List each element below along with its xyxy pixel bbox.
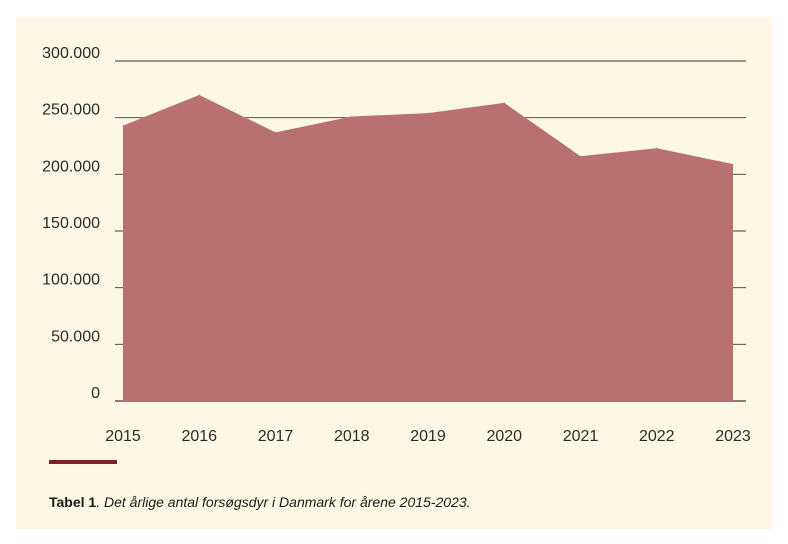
y-tick-label: 250.000 — [42, 102, 100, 119]
data-point — [503, 102, 505, 104]
x-tick-label: 2015 — [105, 428, 141, 445]
x-tick-label: 2020 — [486, 428, 522, 445]
data-point — [122, 125, 124, 127]
y-axis-tick-labels: 0 50.000 100.000 150.000 200.000 250.000 300.0… — [42, 45, 100, 402]
caption-label: Tabel 1 — [49, 494, 97, 510]
area-chart: 0 50.000 100.000 150.000 200.000 250.000 300.0… — [42, 45, 751, 445]
x-tick-label: 2021 — [563, 428, 599, 445]
x-axis-tick-labels: 2015 2016 2017 2018 2019 2020 2021 2022 2023 — [105, 428, 751, 445]
data-point — [427, 112, 429, 114]
x-tick-label: 2016 — [181, 428, 217, 445]
data-point — [351, 116, 353, 118]
data-point — [656, 147, 658, 149]
y-tick-label: 200.000 — [42, 158, 100, 175]
y-tick-label: 150.000 — [42, 215, 100, 232]
x-tick-label: 2017 — [258, 428, 294, 445]
x-tick-label: 2019 — [410, 428, 446, 445]
area-fill — [123, 95, 733, 401]
x-tick-label: 2022 — [639, 428, 675, 445]
y-tick-label: 0 — [91, 385, 100, 402]
area-series — [122, 94, 734, 401]
caption-text: . Det årlige antal forsøgsdyr i Danmark … — [96, 494, 471, 510]
data-point — [275, 131, 276, 133]
data-point — [732, 163, 734, 165]
y-tick-label: 100.000 — [42, 272, 100, 289]
accent-bar — [49, 460, 117, 464]
y-tick-label: 300.000 — [42, 45, 100, 62]
y-tick-label: 50.000 — [51, 328, 100, 345]
figure-caption: Tabel 1. Det årlige antal forsøgsdyr i D… — [49, 494, 471, 510]
chart-panel: 0 50.000 100.000 150.000 200.000 250.000 300.0… — [16, 17, 772, 529]
x-tick-label: 2018 — [334, 428, 370, 445]
x-tick-label: 2023 — [715, 428, 751, 445]
data-point — [198, 94, 200, 96]
data-point — [580, 155, 581, 157]
